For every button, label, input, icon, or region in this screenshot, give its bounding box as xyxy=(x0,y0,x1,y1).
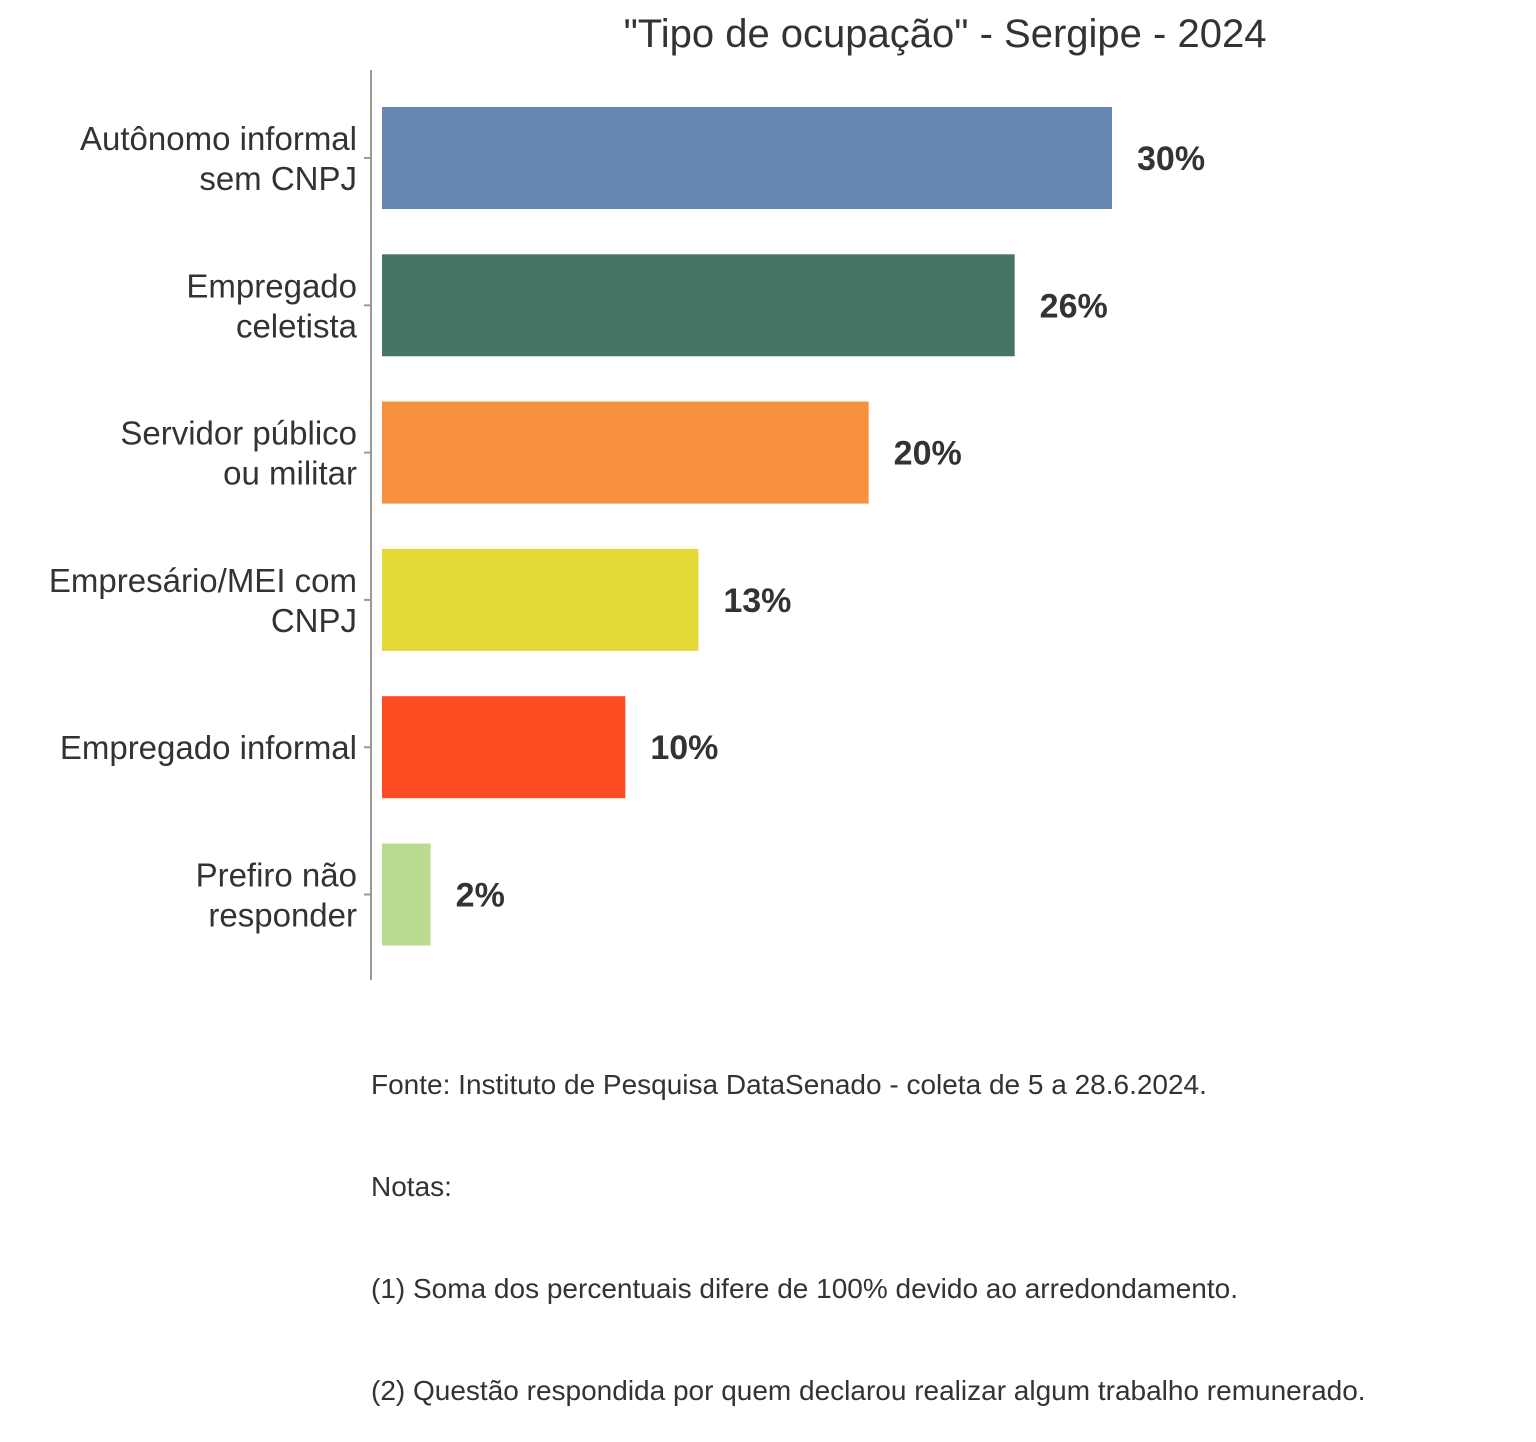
chart-title: "Tipo de ocupação" - Sergipe - 2024 xyxy=(624,12,1267,56)
category-label-prefiro-nao-responder: Prefiro não responder xyxy=(196,857,357,934)
value-label-servidor-publico-ou-militar: 20% xyxy=(894,435,962,473)
bar-servidor-publico-ou-militar xyxy=(382,401,869,504)
bar-empregado-informal xyxy=(382,696,626,799)
bar-empresario-mei-com-cnpj xyxy=(382,548,699,651)
bar-empregado-celetista xyxy=(382,254,1015,357)
note-2: (2) Questão respondida por quem declarou… xyxy=(371,1375,1366,1406)
value-label-empresario-mei-com-cnpj: 13% xyxy=(723,582,791,620)
bar-prefiro-nao-responder xyxy=(382,843,431,946)
chart-caption: Fonte: Instituto de Pesquisa DataSenado … xyxy=(371,1000,1366,1442)
category-label-empregado-informal: Empregado informal xyxy=(60,729,357,766)
value-label-empregado-informal: 10% xyxy=(650,729,718,767)
category-label-autonomo-informal-sem-cnpj: Autônomo informal sem CNPJ xyxy=(80,120,357,197)
notes-heading: Notas: xyxy=(371,1171,452,1202)
bar-chart: "Tipo de ocupação" - Sergipe - 2024 Autô… xyxy=(49,12,1267,980)
bar-autonomo-informal-sem-cnpj xyxy=(382,107,1112,209)
category-label-empresario-mei-com-cnpj: Empresário/MEI com CNPJ xyxy=(49,562,357,639)
note-1: (1) Soma dos percentuais difere de 100% … xyxy=(371,1273,1238,1304)
category-label-empregado-celetista: Empregado celetista xyxy=(186,267,357,344)
category-label-servidor-publico-ou-militar: Servidor público ou militar xyxy=(120,415,357,492)
value-label-empregado-celetista: 26% xyxy=(1040,287,1108,325)
value-label-autonomo-informal-sem-cnpj: 30% xyxy=(1137,140,1205,178)
value-label-prefiro-nao-responder: 2% xyxy=(456,877,505,915)
source-note: Fonte: Instituto de Pesquisa DataSenado … xyxy=(371,1069,1207,1100)
